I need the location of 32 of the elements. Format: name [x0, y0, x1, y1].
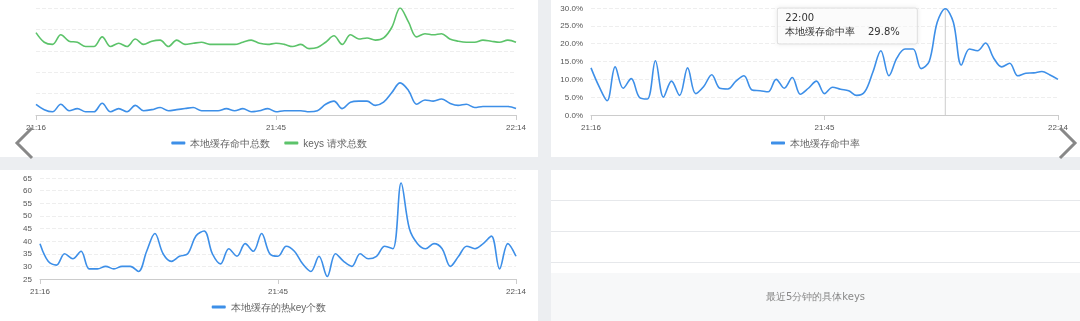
y-tick-label: 60: [23, 186, 33, 196]
annotation: 本地缓存命中率 29.8%: [785, 25, 900, 37]
line-series: [590, 7, 1059, 102]
legend-label: 本地缓存的热key个数: [230, 301, 327, 313]
annotation: 22:00: [785, 11, 815, 23]
y-tick-label: 40: [23, 236, 33, 246]
legend-label: 本地缓存命中率: [790, 137, 860, 149]
x-tick-label: 21:16: [580, 122, 602, 132]
y-tick-label: 5.0%: [564, 92, 583, 102]
y-tick-label: 25: [23, 274, 33, 284]
x-tick-label: 21:16: [29, 286, 51, 296]
y-tick-label: 25.0%: [560, 21, 583, 31]
y-tick-label: 0.0%: [564, 110, 583, 120]
legend-label: keys 请求总数: [303, 137, 367, 149]
y-tick-label: 30.0%: [560, 3, 583, 13]
y-tick-label: 30: [23, 261, 33, 271]
y-tick-label: 20.0%: [560, 39, 583, 49]
y-tick-label: 35: [23, 249, 33, 259]
y-tick-label: 65: [23, 173, 33, 183]
text: 最近5分钟的具体keys: [551, 273, 1080, 321]
y-tick-label: 15.0%: [560, 57, 583, 66]
x-tick-label: 21:45: [265, 122, 287, 132]
x-tick-label: 21:45: [267, 286, 289, 296]
x-tick-label: 21:45: [814, 122, 836, 132]
x-tick-label: 22:14: [505, 122, 527, 132]
y-tick-label: 45: [23, 224, 33, 233]
y-tick-label: 55: [23, 198, 33, 208]
y-tick-label: 50: [23, 211, 33, 221]
y-tick-label: 10.0%: [560, 74, 583, 84]
legend-label: 本地缓存命中总数: [190, 137, 271, 149]
x-tick-label: 22:14: [505, 286, 527, 296]
x-tick-label: 21:16: [25, 122, 47, 132]
